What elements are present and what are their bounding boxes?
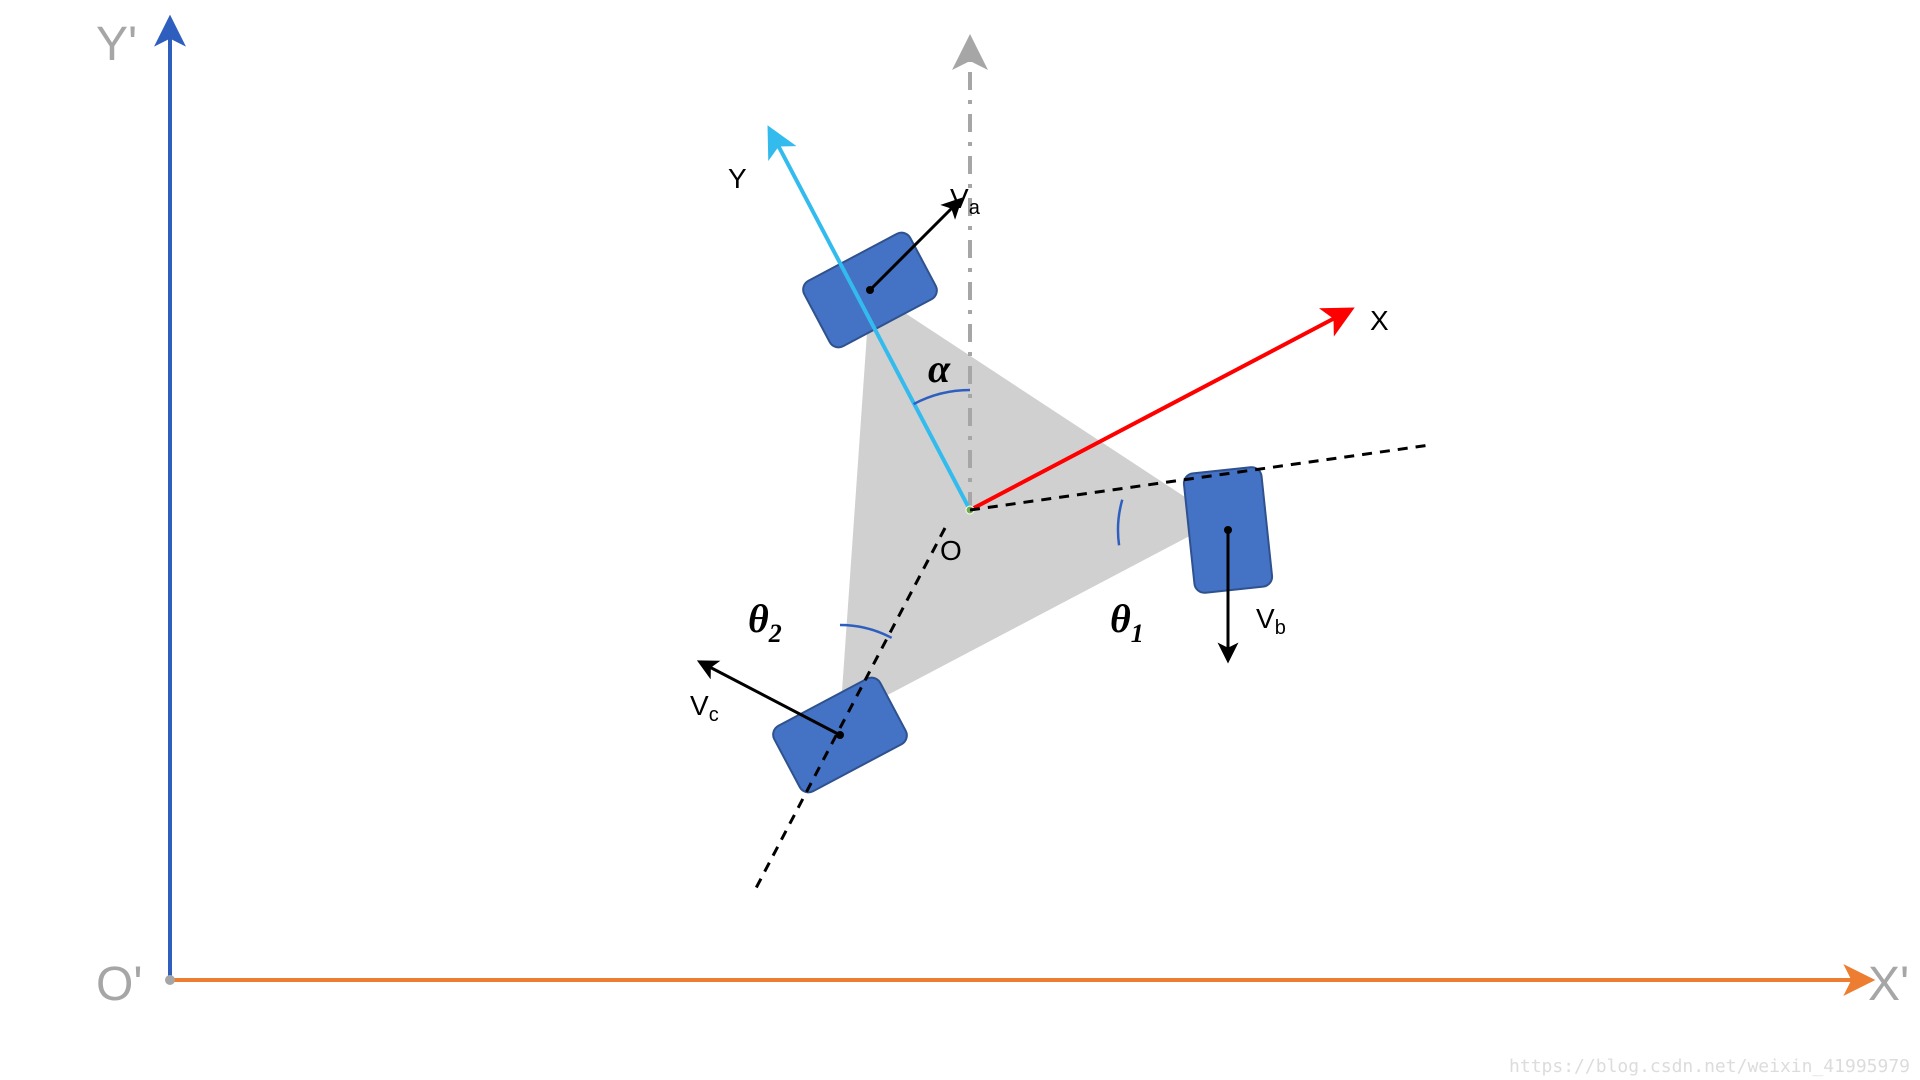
label-theta1: θ1	[1110, 596, 1144, 648]
diagram-canvas: Y' X' O' O X Y Va Vb Vc α θ1 θ2 https://…	[0, 0, 1920, 1080]
vector-vc	[700, 662, 840, 735]
label-y-local: Y	[728, 163, 747, 194]
label-vb: Vb	[1256, 603, 1286, 639]
label-va: Va	[950, 183, 981, 219]
label-vc: Vc	[690, 690, 719, 726]
label-o-prime: O'	[96, 958, 143, 1011]
label-alpha: α	[928, 346, 951, 391]
label-x-local: X	[1370, 305, 1389, 336]
label-o-local: O	[940, 535, 962, 566]
label-theta2: θ2	[748, 596, 782, 648]
vector-vb-origin-dot	[1224, 526, 1232, 534]
label-y-prime: Y'	[96, 18, 137, 71]
vector-va-origin-dot	[866, 286, 874, 294]
robot-body-triangle	[840, 290, 1220, 720]
label-x-prime: X'	[1868, 958, 1909, 1011]
watermark-text: https://blog.csdn.net/weixin_41995979	[1509, 1056, 1910, 1077]
vector-vc-origin-dot	[836, 731, 844, 739]
origin-prime-dot	[165, 975, 175, 985]
